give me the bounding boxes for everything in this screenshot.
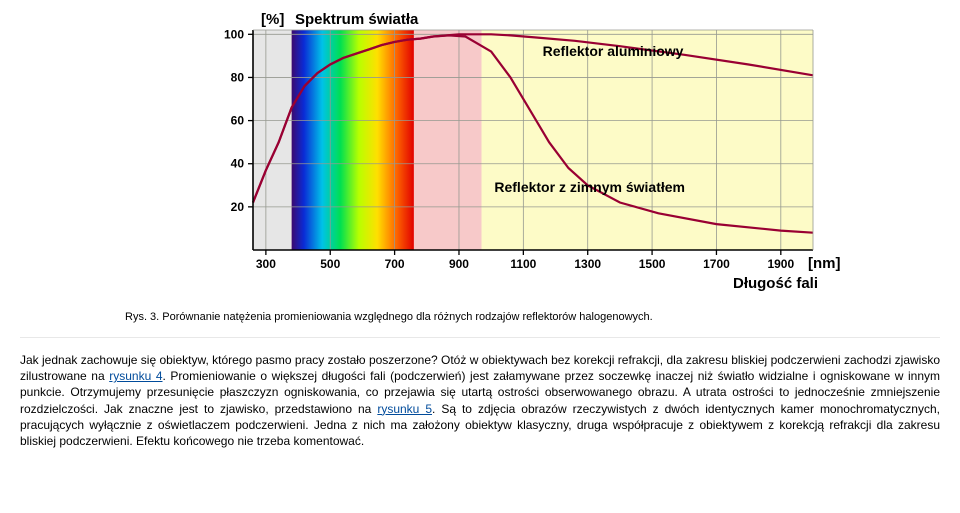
svg-text:1100: 1100 [510, 257, 536, 271]
svg-text:1700: 1700 [703, 257, 730, 271]
svg-text:20: 20 [230, 200, 244, 214]
svg-text:Reflektor z zimnym światłem: Reflektor z zimnym światłem [494, 179, 685, 195]
figure-3: 20 40 60 80 100 300 500 700 900 1100 1300 1500 1700 1… [20, 10, 940, 303]
svg-text:100: 100 [223, 27, 243, 41]
svg-text:Długość fali: Długość fali [732, 275, 817, 292]
svg-text:1500: 1500 [638, 257, 665, 271]
svg-text:300: 300 [255, 257, 275, 271]
figure-5-link[interactable]: rysunku 5 [377, 402, 432, 416]
svg-text:500: 500 [320, 257, 340, 271]
figure-4-link[interactable]: rysunku 4 [109, 369, 162, 383]
svg-text:1300: 1300 [574, 257, 601, 271]
svg-text:[%]: [%] [261, 11, 284, 28]
svg-text:60: 60 [230, 114, 244, 128]
figure-caption: Rys. 3. Porównanie natężenia promieniowa… [20, 311, 940, 323]
svg-text:700: 700 [384, 257, 404, 271]
spectrum-chart: 20 40 60 80 100 300 500 700 900 1100 1300 1500 1700 1… [198, 10, 848, 300]
svg-text:Reflektor aluminiowy: Reflektor aluminiowy [542, 43, 683, 59]
svg-text:80: 80 [230, 70, 244, 84]
svg-text:[nm]: [nm] [808, 255, 841, 272]
svg-text:Spektrum światła: Spektrum światła [295, 11, 419, 28]
svg-text:40: 40 [230, 157, 244, 171]
separator [20, 337, 940, 338]
body-paragraph: Jak jednak zachowuje się obiektyw, które… [20, 352, 940, 449]
svg-text:1900: 1900 [767, 257, 794, 271]
svg-text:900: 900 [448, 257, 468, 271]
